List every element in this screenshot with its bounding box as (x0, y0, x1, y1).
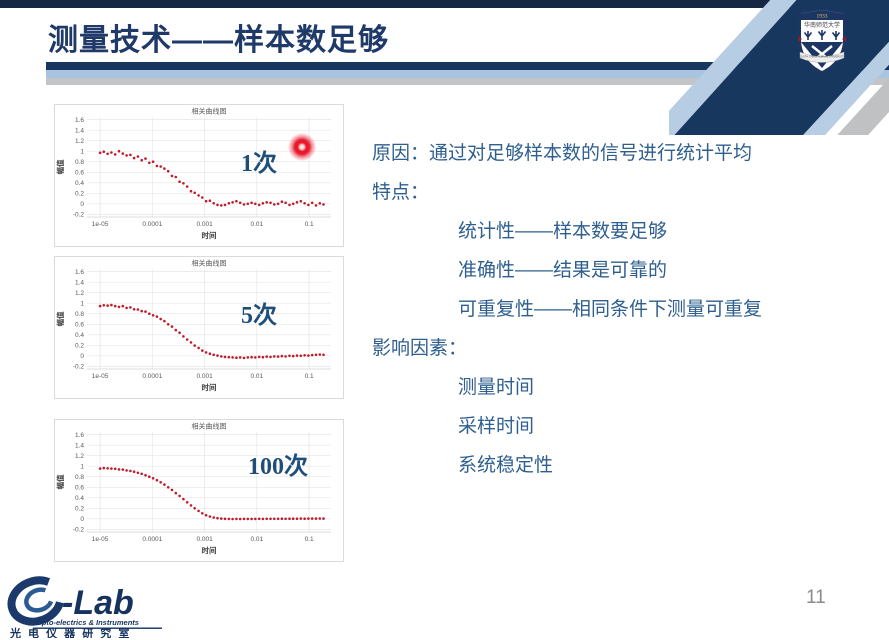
svg-text:0.6: 0.6 (75, 322, 84, 329)
content-line: 采样时间 (458, 416, 535, 437)
svg-text:时间: 时间 (202, 230, 217, 240)
svg-text:-0.2: -0.2 (73, 212, 85, 219)
svg-text:0.6: 0.6 (75, 485, 84, 492)
content-line: 测量时间 (458, 377, 535, 398)
svg-text:1.4: 1.4 (75, 442, 84, 449)
svg-text:0.001: 0.001 (196, 221, 213, 228)
chart-plot-area: -0.2 0 0.2 0.4 0.6 0.8 1 1.2 1.4 1.6 1e-05 0.0001 0.… (55, 420, 341, 564)
olab-subtitle: Opto-electrics & Instruments (36, 618, 139, 627)
content-line: 统计性——样本数要足够 (458, 221, 668, 242)
svg-text:0.4: 0.4 (75, 180, 84, 187)
svg-text:0.0001: 0.0001 (142, 373, 162, 380)
svg-text:0: 0 (80, 516, 84, 523)
chart-plot-area: -0.2 0 0.2 0.4 0.6 0.8 1 1.2 1.4 1.6 1e-05 0.0001 0.… (55, 105, 341, 249)
svg-text:1.6: 1.6 (75, 269, 84, 276)
chart-annotation: 5次 (241, 303, 277, 329)
chart-plot-area: -0.2 0 0.2 0.4 0.6 0.8 1 1.2 1.4 1.6 1e-05 0.0001 0.… (55, 257, 341, 401)
svg-text:1e-05: 1e-05 (92, 373, 109, 380)
chart-annotation: 1次 (241, 151, 277, 177)
svg-text:0.8: 0.8 (75, 474, 84, 481)
svg-text:1: 1 (80, 463, 84, 470)
svg-text:0: 0 (80, 201, 84, 208)
page-number: 11 (806, 587, 826, 608)
svg-text:0.2: 0.2 (75, 343, 84, 350)
svg-text:0.01: 0.01 (250, 221, 263, 228)
svg-text:相关曲线图: 相关曲线图 (192, 107, 227, 116)
svg-text:1e-05: 1e-05 (92, 536, 109, 543)
svg-text:0.1: 0.1 (305, 373, 314, 380)
content-line: 准确性——结果是可靠的 (458, 260, 668, 281)
svg-text:0: 0 (80, 353, 84, 360)
correlation-chart-3: -0.2 0 0.2 0.4 0.6 0.8 1 1.2 1.4 1.6 1e-05 0.0001 0.… (54, 419, 344, 562)
svg-text:幅值: 幅值 (55, 311, 65, 326)
svg-text:0.8: 0.8 (75, 159, 84, 166)
svg-text:1.6: 1.6 (75, 432, 84, 439)
svg-text:0.001: 0.001 (196, 536, 213, 543)
chart-annotation: 100次 (248, 454, 308, 480)
svg-text:-0.2: -0.2 (73, 527, 85, 534)
svg-text:相关曲线图: 相关曲线图 (192, 259, 227, 268)
svg-text:0.2: 0.2 (75, 506, 84, 513)
top-accent-bar (0, 0, 889, 8)
svg-text:1.2: 1.2 (75, 138, 84, 145)
laser-pointer-highlight-icon (288, 133, 316, 161)
svg-text:时间: 时间 (202, 545, 217, 555)
university-crest: 1933 华南师范大学 SOUTH CHINA NORMAL UNIVERSIT… (795, 6, 849, 76)
svg-text:1: 1 (80, 300, 84, 307)
svg-text:时间: 时间 (202, 382, 217, 392)
content-line: 可重复性——相同条件下测量可重复 (458, 299, 763, 320)
header-rule-navy (46, 62, 889, 70)
correlation-chart-2: -0.2 0 0.2 0.4 0.6 0.8 1 1.2 1.4 1.6 1e-05 0.0001 0.… (54, 256, 344, 399)
content-line: 特点： (372, 182, 430, 203)
svg-text:1.2: 1.2 (75, 453, 84, 460)
page-title: 测量技术——样本数足够 (48, 24, 389, 57)
svg-text:幅值: 幅值 (55, 159, 65, 174)
svg-text:-0.2: -0.2 (73, 364, 85, 371)
crest-name-en: SOUTH CHINA NORMAL UNIVERSITY (799, 55, 845, 59)
svg-text:0.01: 0.01 (250, 373, 263, 380)
svg-text:0.6: 0.6 (75, 170, 84, 177)
content-line: 原因：通过对足够样本数的信号进行统计平均 (372, 143, 753, 164)
svg-text:0.0001: 0.0001 (142, 221, 162, 228)
svg-text:0.0001: 0.0001 (142, 536, 162, 543)
svg-text:1: 1 (80, 148, 84, 155)
svg-text:1.6: 1.6 (75, 117, 84, 124)
university-crest-logo: 1933 华南师范大学 SOUTH CHINA NORMAL UNIVERSIT… (798, 7, 846, 75)
svg-text:1e-05: 1e-05 (92, 221, 109, 228)
svg-text:相关曲线图: 相关曲线图 (192, 422, 227, 431)
svg-text:0.1: 0.1 (305, 221, 314, 228)
svg-text:0.001: 0.001 (196, 373, 213, 380)
header-rule-gray (46, 78, 889, 85)
lab-logo: -Lab Opto-electrics & Instruments 光 电 仪 … (6, 574, 176, 640)
svg-text:0.8: 0.8 (75, 311, 84, 318)
content-line: 系统稳定性 (458, 455, 554, 476)
svg-text:1.2: 1.2 (75, 290, 84, 297)
svg-text:0.4: 0.4 (75, 495, 84, 502)
svg-text:1.4: 1.4 (75, 279, 84, 286)
svg-text:0.01: 0.01 (250, 536, 263, 543)
crest-year: 1933 (817, 14, 828, 20)
svg-text:0.2: 0.2 (75, 191, 84, 198)
svg-text:0.4: 0.4 (75, 332, 84, 339)
content-line: 影响因素： (372, 338, 468, 359)
svg-text:0.1: 0.1 (305, 536, 314, 543)
header-rule-blue (46, 70, 889, 78)
lab-name-cn: 光 电 仪 器 研 究 室 (9, 626, 131, 638)
svg-text:1.4: 1.4 (75, 127, 84, 134)
crest-name-zh: 华南师范大学 (804, 21, 840, 29)
body-text-block: 原因：通过对足够样本数的信号进行统计平均 特点： 统计性——样本数要足够 准确性——结… (372, 134, 884, 485)
svg-text:幅值: 幅值 (55, 474, 65, 489)
olab-logo-graphic: -Lab Opto-electrics & Instruments 光 电 仪 … (7, 576, 162, 640)
correlation-chart-1: -0.2 0 0.2 0.4 0.6 0.8 1 1.2 1.4 1.6 1e-05 0.0001 0.… (54, 104, 344, 247)
olab-wordmark: -Lab (62, 584, 134, 622)
